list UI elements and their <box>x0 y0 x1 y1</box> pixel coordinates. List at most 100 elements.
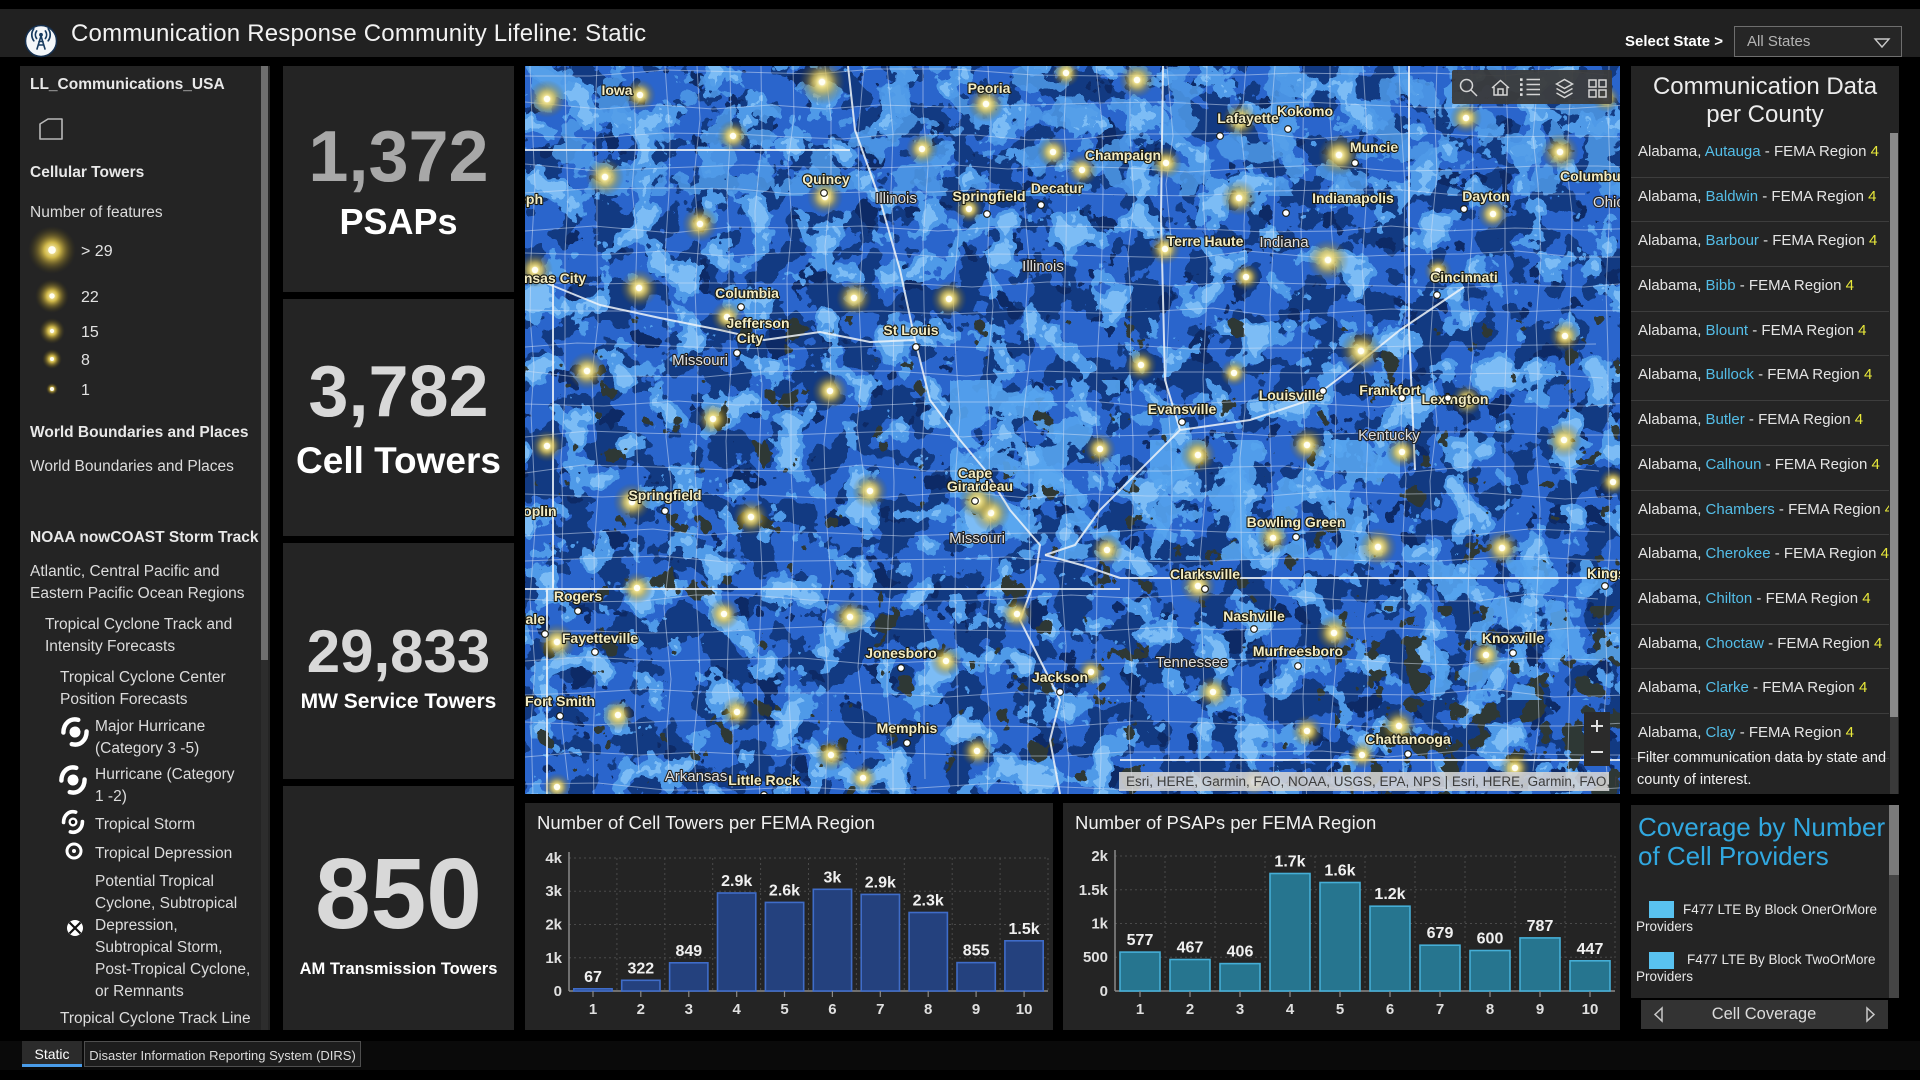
svg-text:1.7k: 1.7k <box>1274 854 1305 871</box>
svg-text:Indiana: Indiana <box>1259 234 1309 251</box>
svg-text:8: 8 <box>924 1001 932 1018</box>
svg-text:Jackson: Jackson <box>1032 669 1088 685</box>
svg-text:Fayetteville: Fayetteville <box>562 630 638 646</box>
svg-text:Clarksville: Clarksville <box>1170 566 1240 582</box>
svg-text:322: 322 <box>627 960 654 977</box>
svg-text:Columbia: Columbia <box>715 285 779 301</box>
svg-text:849: 849 <box>675 943 702 960</box>
svg-text:0: 0 <box>554 983 562 1000</box>
svg-text:8: 8 <box>81 352 90 369</box>
svg-text:2: 2 <box>1186 1001 1194 1018</box>
svg-text:67: 67 <box>584 969 602 986</box>
svg-text:Bowling Green: Bowling Green <box>1247 514 1346 530</box>
svg-text:Kingsport: Kingsport <box>1587 565 1620 581</box>
svg-text:1.6k: 1.6k <box>1324 863 1355 880</box>
svg-text:Quincy: Quincy <box>802 171 850 187</box>
svg-text:Missouri: Missouri <box>672 352 728 369</box>
svg-text:Joplin: Joplin <box>525 503 557 519</box>
svg-text:Springfield: Springfield <box>952 188 1025 204</box>
svg-text:1: 1 <box>1136 1001 1144 1018</box>
svg-text:Louisville: Louisville <box>1259 387 1324 403</box>
svg-text:3: 3 <box>1236 1001 1244 1018</box>
svg-text:Champaign: Champaign <box>1085 147 1161 163</box>
svg-text:9: 9 <box>972 1001 980 1018</box>
svg-text:City: City <box>737 330 764 346</box>
svg-text:8: 8 <box>1486 1001 1494 1018</box>
svg-text:10: 10 <box>1582 1001 1599 1018</box>
svg-text:500: 500 <box>1083 949 1108 966</box>
svg-text:> 29: > 29 <box>81 243 113 260</box>
svg-text:7: 7 <box>1436 1001 1444 1018</box>
svg-text:467: 467 <box>1177 940 1204 957</box>
svg-text:Rogers: Rogers <box>554 588 602 604</box>
svg-text:5: 5 <box>1336 1001 1344 1018</box>
svg-text:2k: 2k <box>545 917 562 934</box>
svg-text:1: 1 <box>589 1001 597 1018</box>
svg-text:4: 4 <box>733 1001 742 1018</box>
svg-text:Columbus: Columbus <box>1560 168 1620 184</box>
svg-text:2.3k: 2.3k <box>913 893 944 910</box>
svg-text:Knoxville: Knoxville <box>1482 630 1544 646</box>
svg-text:6: 6 <box>828 1001 836 1018</box>
svg-text:Dayton: Dayton <box>1462 188 1509 204</box>
svg-text:Evansville: Evansville <box>1148 401 1217 417</box>
svg-text:Lafayette: Lafayette <box>1217 110 1279 126</box>
svg-text:2.6k: 2.6k <box>769 882 800 899</box>
svg-text:Cincinnati: Cincinnati <box>1430 269 1498 285</box>
svg-text:1k: 1k <box>545 950 562 967</box>
svg-text:600: 600 <box>1477 931 1504 948</box>
svg-text:Fort Smith: Fort Smith <box>525 693 595 709</box>
svg-text:5: 5 <box>780 1001 788 1018</box>
svg-text:6: 6 <box>1386 1001 1394 1018</box>
svg-text:Springfield: Springfield <box>628 487 701 503</box>
svg-text:Kentucky: Kentucky <box>1358 427 1420 444</box>
svg-text:4k: 4k <box>545 850 562 867</box>
svg-text:Tennessee: Tennessee <box>1156 654 1229 671</box>
svg-text:Chattanooga: Chattanooga <box>1365 731 1451 747</box>
svg-text:3k: 3k <box>545 883 562 900</box>
svg-text:1.5k: 1.5k <box>1009 921 1040 938</box>
svg-text:Nashville: Nashville <box>1223 608 1285 624</box>
svg-text:Kansas City: Kansas City <box>525 270 586 286</box>
svg-text:679: 679 <box>1427 925 1454 942</box>
svg-text:Arkansas: Arkansas <box>665 768 728 785</box>
svg-text:4: 4 <box>1286 1001 1295 1018</box>
svg-text:1k: 1k <box>1091 916 1108 933</box>
svg-text:447: 447 <box>1577 941 1604 958</box>
svg-text:Illinois: Illinois <box>875 190 917 207</box>
svg-text:3k: 3k <box>824 869 842 886</box>
svg-text:St Louis: St Louis <box>883 322 938 338</box>
svg-text:2.9k: 2.9k <box>721 873 752 890</box>
svg-text:Lexington: Lexington <box>1422 391 1489 407</box>
svg-text:Peoria: Peoria <box>968 80 1011 96</box>
svg-text:Indianapolis: Indianapolis <box>1312 190 1394 206</box>
svg-text:406: 406 <box>1227 944 1254 961</box>
svg-text:15: 15 <box>81 324 99 341</box>
svg-text:9: 9 <box>1536 1001 1544 1018</box>
svg-text:Decatur: Decatur <box>1031 180 1084 196</box>
svg-text:Terre Haute: Terre Haute <box>1167 233 1244 249</box>
svg-text:577: 577 <box>1127 932 1154 949</box>
svg-text:Girardeau: Girardeau <box>947 478 1013 494</box>
svg-text:1: 1 <box>81 382 90 399</box>
svg-text:Kokomo: Kokomo <box>1277 103 1333 119</box>
svg-text:Illinois: Illinois <box>1022 258 1064 275</box>
svg-text:St Joseph: St Joseph <box>525 191 543 207</box>
svg-text:Little Rock: Little Rock <box>728 772 800 788</box>
svg-text:Missouri: Missouri <box>949 530 1005 547</box>
svg-text:22: 22 <box>81 289 99 306</box>
svg-text:Esri, HERE, Garmin, FAO, NOAA,: Esri, HERE, Garmin, FAO, NOAA, USGS, EPA… <box>1126 774 1620 789</box>
svg-text:2.9k: 2.9k <box>865 874 896 891</box>
svg-text:3: 3 <box>685 1001 693 1018</box>
svg-text:787: 787 <box>1527 918 1554 935</box>
svg-text:2: 2 <box>637 1001 645 1018</box>
svg-text:Iowa: Iowa <box>601 82 632 98</box>
svg-text:Frankfort: Frankfort <box>1359 382 1421 398</box>
svg-text:Jonesboro: Jonesboro <box>865 645 937 661</box>
svg-text:Springdale: Springdale <box>525 611 545 627</box>
svg-text:Memphis: Memphis <box>877 720 938 736</box>
svg-text:2k: 2k <box>1091 848 1108 865</box>
svg-text:Cell Coverage: Cell Coverage <box>1712 1005 1817 1023</box>
svg-text:1.5k: 1.5k <box>1079 882 1109 899</box>
svg-text:1.2k: 1.2k <box>1374 886 1405 903</box>
